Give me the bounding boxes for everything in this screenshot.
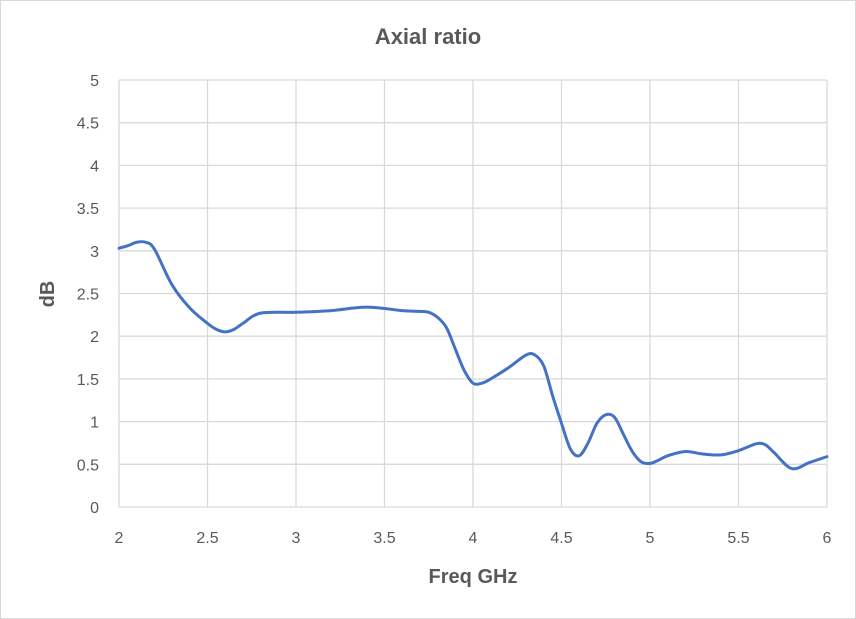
y-axis-title: dB <box>37 281 59 308</box>
x-tick-label: 3.5 <box>373 530 395 547</box>
y-tick-label: 5 <box>90 73 99 90</box>
x-tick-label: 3 <box>292 530 301 547</box>
y-tick-label: 1.5 <box>77 372 99 389</box>
y-tick-label: 4.5 <box>77 116 99 133</box>
y-tick-label: 3 <box>90 244 99 261</box>
x-tick-label: 2.5 <box>196 530 218 547</box>
y-tick-label: 2.5 <box>77 287 99 304</box>
y-tick-labels: 0 0.5 1 1.5 2 2.5 3 3.5 4 4.5 5 <box>77 73 99 517</box>
x-tick-label: 5.5 <box>727 530 749 547</box>
y-tick-label: 0 <box>90 500 99 517</box>
y-tick-label: 2 <box>90 329 99 346</box>
x-tick-label: 4.5 <box>550 530 572 547</box>
y-tick-label: 0.5 <box>77 457 99 474</box>
y-tick-label: 4 <box>90 158 99 175</box>
series-layer <box>117 240 829 471</box>
x-tick-label: 6 <box>823 530 832 547</box>
chart-title: Axial ratio <box>375 24 481 49</box>
y-tick-label: 3.5 <box>77 201 99 218</box>
gridlines <box>118 79 828 508</box>
x-tick-labels: 2 2.5 3 3.5 4 4.5 5 5.5 6 <box>115 530 832 547</box>
x-axis-title: Freq GHz <box>429 566 518 588</box>
series-line <box>117 240 829 471</box>
y-tick-label: 1 <box>90 415 99 432</box>
x-tick-label: 2 <box>115 530 124 547</box>
x-tick-label: 5 <box>646 530 655 547</box>
x-tick-label: 4 <box>469 530 478 547</box>
